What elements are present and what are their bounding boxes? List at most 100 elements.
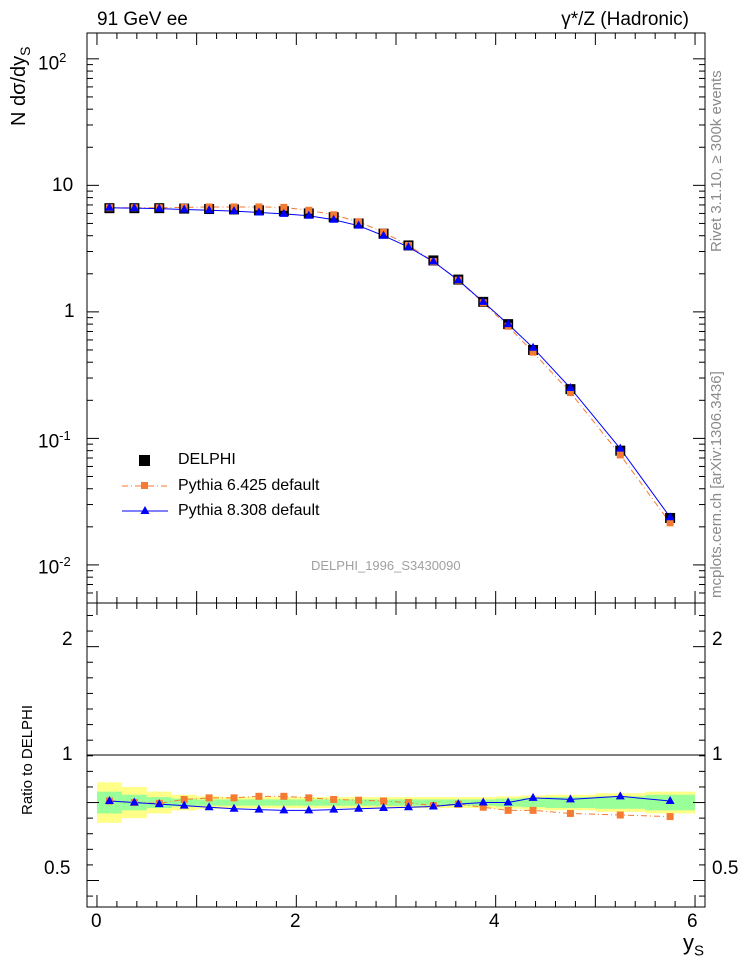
ratio-pythia8-point [154, 799, 164, 808]
pythia8-point [154, 203, 164, 212]
ratio-pythia6-point [380, 797, 388, 805]
ratio-pythia6-point [330, 795, 338, 803]
ratio-pythia8-point [528, 792, 538, 801]
legend-marker-pythia8 [140, 506, 150, 514]
ratio-band-inner [595, 796, 646, 809]
xtick-label-4: 4 [489, 911, 500, 932]
ratio-pythia8-point [129, 797, 139, 806]
ratio-pythia8-point [229, 803, 239, 812]
ratio-pythia8-point [503, 797, 513, 806]
ratio-pythia6-point [230, 794, 238, 802]
xtick-label-6: 6 [687, 911, 698, 932]
main-ytick-exp-100: 2 [59, 50, 67, 65]
legend-label-pythia6: Pythia 6.425 default [178, 477, 320, 494]
ratio-pythia8-point [565, 794, 575, 803]
main-y-axis-label: N dσ/dyS [8, 47, 33, 127]
ratio-pythia8-point [204, 802, 214, 811]
main-ytick-exp-0p01: -2 [59, 554, 71, 569]
ratio-pythia8-point [254, 804, 264, 813]
legend [122, 455, 168, 514]
pythia6-point [616, 451, 624, 459]
x-axis-label-text: y [683, 930, 694, 955]
pythia8-point [453, 275, 463, 284]
ratio-pythia8-point [179, 800, 189, 809]
pythia8-point [615, 443, 625, 452]
ratio-ytick-left-0p5: 0.5 [44, 858, 71, 879]
main-y-axis-label-sub: S [17, 46, 33, 56]
ratio-band-inner [246, 799, 272, 806]
ratio-pythia8-point [104, 795, 114, 804]
rivet-version-label: Rivet 3.1.10, ≥ 300k events [708, 70, 725, 252]
ratio-plot-panel [86, 602, 706, 908]
ratio-pythia6-point [280, 792, 288, 800]
pythia8-point [179, 204, 189, 213]
ratio-pythia8-point [665, 795, 675, 804]
ratio-pythia8-point [279, 805, 289, 814]
ratio-ytick-right-2: 2 [712, 629, 723, 650]
main-y-axis-label-text: N dσ/dy [8, 55, 30, 126]
pythia8-point [229, 206, 239, 215]
pythia8-point [428, 256, 438, 265]
ratio-pythia6-point [529, 806, 537, 814]
main-ytick-base-0p01: 10 [38, 557, 60, 579]
pythia8-point [354, 220, 364, 229]
mcplots-label: mcplots.cern.ch [arXiv:1306.3436] [708, 371, 725, 598]
main-ytick-base-100: 10 [38, 53, 60, 75]
ratio-pythia6-point [305, 794, 313, 802]
ratio-pythia8-point [354, 803, 364, 812]
main-ytick-label-0p1: 10-1 [38, 428, 71, 453]
ratio-band-inner [296, 799, 322, 806]
header-left: 91 GeV ee [97, 9, 188, 30]
main-ytick-label-0p01: 10-2 [38, 554, 71, 579]
pythia8-point [204, 205, 214, 214]
ratio-pythia8-point [329, 804, 339, 813]
pythia8-line [109, 207, 671, 518]
pythia8-point [403, 242, 413, 251]
pythia8-point [565, 383, 575, 392]
pythia6-point [280, 203, 288, 211]
main-ytick-exp-0p1: -1 [59, 428, 71, 443]
ratio-pythia8-point [615, 791, 625, 800]
ratio-ytick-left-2: 2 [62, 629, 73, 650]
analysis-tag: DELPHI_1996_S3430090 [311, 558, 461, 573]
ratio-pythia6-point [666, 813, 674, 821]
ratio-pythia6-point [180, 795, 188, 803]
main-ytick-label-100: 102 [38, 50, 66, 75]
legend-marker-pythia6 [141, 482, 148, 489]
pythia6-line [109, 206, 671, 524]
pythia8-point [478, 296, 488, 305]
ratio-pythia8-point [478, 797, 488, 806]
pythia8-point [304, 210, 314, 219]
pythia8-point [279, 208, 289, 217]
ratio-ytick-right-1: 1 [712, 744, 723, 765]
ratio-pythia6-point [255, 792, 263, 800]
main-ytick-label-1: 1 [64, 301, 75, 322]
ratio-band-inner [271, 799, 297, 806]
ratio-ytick-right-0p5: 0.5 [712, 858, 739, 879]
legend-marker-delphi [139, 455, 150, 466]
ratio-band-inner [545, 797, 596, 809]
x-axis-label-sub: S [694, 942, 705, 960]
legend-label-delphi: DELPHI [178, 451, 236, 468]
ratio-pythia8-point [304, 805, 314, 814]
pythia8-point [129, 203, 139, 212]
ratio-pythia6-point [355, 796, 363, 804]
ratio-band-inner [520, 797, 546, 808]
pythia8-point [503, 319, 513, 328]
pythia6-point [566, 389, 574, 397]
pythia8-point [528, 342, 538, 351]
header-right: γ*/Z (Hadronic) [561, 9, 689, 30]
pythia8-point [379, 230, 389, 239]
ratio-pythia8-point [379, 803, 389, 812]
main-axis-ticks [87, 33, 705, 604]
ratio-pythia6-point [616, 811, 624, 819]
pythia6-point [255, 203, 263, 211]
pythia6-point [305, 206, 313, 214]
xtick-label-2: 2 [290, 911, 301, 932]
x-axis-label: yS [683, 930, 704, 959]
pythia6-point [666, 519, 674, 527]
legend-label-pythia8: Pythia 8.308 default [178, 502, 320, 519]
xtick-label-0: 0 [91, 911, 102, 932]
pythia8-point [104, 202, 114, 211]
